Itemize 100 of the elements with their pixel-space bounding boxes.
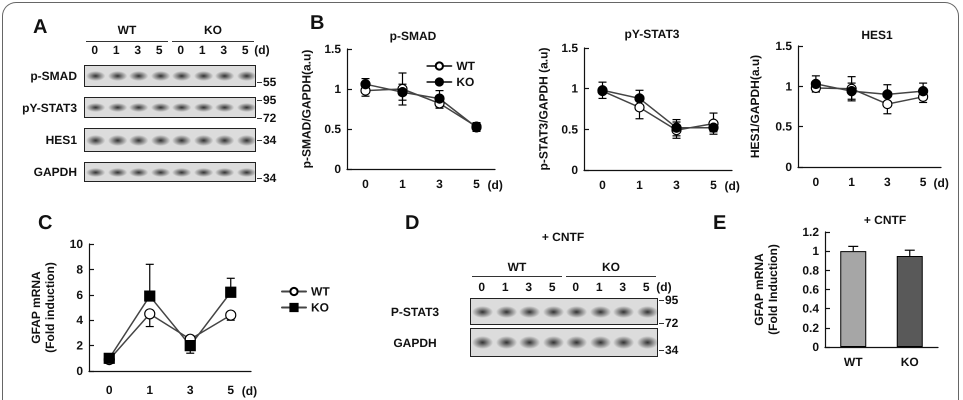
y-tick-label: 1.2	[802, 225, 820, 239]
category-label: 1	[596, 280, 603, 294]
y-tick-label: 1	[571, 82, 578, 96]
text: KO	[204, 23, 222, 37]
y-tick-label: 0	[571, 163, 578, 177]
category-label: 3	[134, 43, 142, 57]
text: KO	[602, 260, 620, 274]
x-tick-label: 0	[599, 178, 606, 192]
y-axis-title: HES1/GAPDH(a.u)	[748, 54, 762, 158]
text: 34	[263, 171, 276, 185]
category-label: 5	[548, 280, 556, 294]
x-tick-label: 0	[106, 383, 113, 397]
text: E	[713, 212, 726, 234]
x-tick-label: 3	[673, 178, 680, 192]
point	[671, 122, 682, 133]
category-label: p-SMAD	[30, 69, 77, 83]
point	[397, 87, 408, 98]
chart-title: p-SMAD	[390, 29, 436, 43]
y-tick-label: 0.8	[802, 263, 820, 278]
category-label: P-STAT3	[390, 304, 440, 318]
point	[634, 93, 645, 104]
text: 95	[263, 92, 276, 107]
category-label: HES1	[46, 133, 77, 147]
legend-label: KO	[311, 300, 329, 314]
y-tick-label: 8	[76, 262, 84, 276]
point	[184, 340, 196, 352]
chart-title: HES1	[861, 28, 893, 42]
x-tick-label: 3	[186, 383, 194, 397]
y-tick-label: 0	[785, 160, 792, 174]
y-axis-title: GFAP mRNA (Fold induction)	[29, 262, 57, 353]
text: (d)	[656, 280, 672, 294]
chart-title: pY-STAT3	[624, 27, 680, 41]
y-tick-label: 0.2	[802, 320, 820, 335]
text: 72	[263, 110, 276, 125]
x-axis-title: (d)	[934, 176, 949, 190]
text: B	[310, 12, 324, 34]
x-axis-title: (d)	[242, 384, 258, 398]
chart-title: + CNTF	[864, 213, 906, 227]
x-axis-title: (d)	[488, 178, 503, 192]
text: (d)	[254, 43, 270, 57]
point	[225, 286, 236, 298]
point	[882, 98, 892, 110]
y-tick-label: 0.5	[775, 120, 792, 134]
point	[708, 122, 719, 133]
y-tick-label: 0	[334, 162, 342, 176]
point	[918, 86, 928, 96]
x-tick-label: 5	[710, 178, 718, 192]
y-tick-label: 0.4	[802, 302, 820, 316]
point	[810, 78, 821, 90]
category-label: 3	[220, 43, 228, 57]
text: + CNTF	[542, 230, 584, 244]
y-tick-label: 1	[812, 244, 820, 258]
x-tick-label: 3	[884, 175, 892, 189]
point	[882, 89, 892, 100]
y-tick-label: 0.5	[561, 122, 578, 136]
category-label: 3	[619, 280, 626, 294]
category-label: 0	[91, 43, 98, 57]
text: 34	[665, 343, 678, 358]
point	[846, 86, 857, 96]
y-tick-label: 6	[76, 288, 84, 302]
x-tick-label: 1	[146, 383, 154, 397]
category-label: 0	[478, 280, 486, 294]
text: WT	[118, 23, 136, 37]
y-tick-label: 1	[334, 82, 342, 96]
category-label: pY-STAT3	[22, 100, 77, 114]
x-tick-label: 5	[227, 383, 234, 397]
category-label: 1	[198, 43, 206, 57]
x-tick-label: 1	[399, 177, 406, 191]
y-tick-label: 2	[76, 338, 84, 353]
y-tick-label: 10	[70, 237, 84, 251]
text: 55	[263, 74, 276, 89]
x-axis-title: (d)	[724, 179, 740, 193]
text: 72	[665, 316, 678, 330]
x-tick-label: 1	[636, 178, 644, 192]
legend-label: WT	[456, 59, 476, 73]
x-tick-label: 1	[848, 175, 856, 189]
text: 95	[665, 292, 678, 307]
point	[144, 308, 156, 320]
x-tick-label: 5	[473, 177, 480, 191]
y-axis-title: p-SMAD/GAPDH(a.u)	[299, 50, 314, 168]
y-tick-label: 0	[76, 364, 84, 378]
text: D	[405, 212, 420, 234]
legend-label: WT	[311, 284, 330, 298]
y-tick-label: 0.6	[802, 282, 820, 296]
y-axis-title: GFAP mRNA (Fold Induction)	[752, 244, 780, 335]
x-tick-label: 5	[920, 175, 927, 189]
text: 34	[263, 133, 276, 147]
point	[434, 94, 445, 104]
text: A	[33, 16, 48, 38]
y-tick-label: 1.5	[561, 41, 578, 55]
point	[225, 310, 236, 321]
legend-label: KO	[456, 75, 474, 89]
category-label: GAPDH	[393, 336, 437, 350]
category-label: 3	[525, 280, 532, 294]
category-label: 5	[156, 43, 163, 57]
category-label: 1	[112, 43, 120, 57]
point	[144, 290, 156, 302]
y-tick-label: 1.5	[775, 39, 792, 53]
y-tick-label: 1.5	[324, 42, 342, 56]
text: WT	[508, 260, 526, 274]
